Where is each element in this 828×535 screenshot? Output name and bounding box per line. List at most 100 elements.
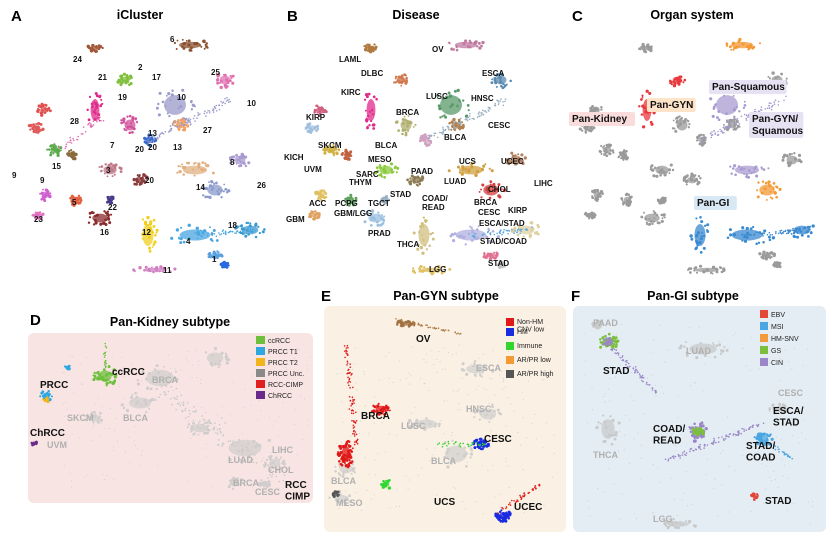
legend-swatch xyxy=(760,310,768,318)
disease-point-group xyxy=(363,92,378,130)
disease-point-group xyxy=(447,39,485,52)
disease-point-group xyxy=(363,209,386,227)
kidney-bg-points xyxy=(227,476,243,490)
legend-swatch xyxy=(760,346,768,354)
icluster-label: 10 xyxy=(247,99,256,108)
disease-label: CHOL xyxy=(488,185,511,194)
gyn-bg-label: BLCA xyxy=(331,476,356,486)
gyn-label: OV xyxy=(416,334,431,345)
icluster-label: 11 xyxy=(163,266,172,275)
disease-label: LIHC xyxy=(534,179,553,188)
legend-swatch xyxy=(256,358,265,366)
panel-title-d: Pan-Kidney subtype xyxy=(109,315,231,329)
legend-swatch xyxy=(506,356,514,364)
disease-label: ESCA xyxy=(482,69,504,78)
kidney-bg-label: CHOL xyxy=(268,465,294,475)
legend-label: Immune xyxy=(517,343,542,350)
kidney-prcc-points xyxy=(63,364,71,371)
organ-point-group xyxy=(649,163,675,178)
disease-label: THCA xyxy=(397,240,419,249)
icluster-label: 21 xyxy=(98,73,107,82)
legend-swatch xyxy=(256,391,265,399)
icluster-point-group xyxy=(120,114,139,135)
disease-label: LGG xyxy=(429,265,446,274)
legend-swatch xyxy=(506,318,514,326)
icluster-point-group xyxy=(98,162,123,178)
icluster-label: 9 xyxy=(12,171,17,180)
gi-label: STAD xyxy=(765,496,791,507)
icluster-label: 23 xyxy=(34,215,43,224)
gyn-ucec-points xyxy=(494,509,512,523)
gi-stad-trail xyxy=(607,342,657,394)
icluster-label: 10 xyxy=(177,93,186,102)
icluster-label: 22 xyxy=(108,203,117,212)
gyn-bg-label: ESCA xyxy=(476,363,502,373)
disease-point-group xyxy=(482,251,499,261)
disease-label: BRCA xyxy=(396,108,419,117)
panel-d: ccRCC PRCC T1 PRCC T2 PRCC Unc. RCC-CIMP ChRC… xyxy=(0,288,316,535)
disease-point-group xyxy=(478,180,507,200)
icluster-label: 17 xyxy=(152,73,161,82)
panel-a: 6 24 21 2 17 25 19 10 10 28 13 20 27 7 20 13 8 15 3 9 9 5 20 14… xyxy=(0,0,276,285)
kidney-bg-points xyxy=(257,479,272,489)
organ-point-group xyxy=(772,261,782,269)
icluster-label: 13 xyxy=(173,143,182,152)
icluster-point-group xyxy=(202,180,231,200)
disease-label: ACC xyxy=(309,199,327,208)
organ-point-group xyxy=(781,152,803,168)
organ-point-group xyxy=(617,149,629,161)
gi-bg-label: CESC xyxy=(778,388,804,398)
disease-label: STAD xyxy=(390,190,411,199)
disease-point-group xyxy=(313,104,328,118)
disease-point-group xyxy=(308,210,321,221)
icluster-label: 12 xyxy=(142,228,151,237)
kidney-bg-points xyxy=(85,410,103,425)
icluster-label: 24 xyxy=(73,55,82,64)
icluster-point-group xyxy=(36,102,52,117)
disease-label: UCS xyxy=(459,157,477,166)
gi-bg-points xyxy=(591,319,604,330)
disease-point-group xyxy=(380,195,391,205)
organ-point-group xyxy=(726,225,776,246)
legend-label: GS xyxy=(771,348,781,355)
kidney-bg-label: LUAD xyxy=(228,455,253,465)
kidney-ccrcc-points xyxy=(92,365,118,387)
panel-letter-e: E xyxy=(321,288,332,305)
gi-label: STAD/COAD xyxy=(746,441,775,464)
icluster-point-group xyxy=(132,173,149,186)
icluster-point-group xyxy=(86,92,104,122)
icluster-label: 9 xyxy=(40,176,45,185)
icluster-label: 8 xyxy=(230,158,235,167)
gi-esca-trail xyxy=(764,439,793,460)
gyn-ucec-trail xyxy=(497,483,541,514)
legend-label: HM-SNV xyxy=(771,336,799,343)
disease-trail xyxy=(424,98,507,145)
gyn-bg-label: MESO xyxy=(336,498,363,508)
kidney-bg-label: SKCM xyxy=(67,413,94,423)
legend-swatch xyxy=(256,369,265,377)
gi-label: COAD/READ xyxy=(653,424,685,447)
organ-point-group xyxy=(591,188,604,203)
icluster-point-group xyxy=(170,223,219,245)
panel-b: OV LAML DLBC ESCA KIRC LUSC HNSC KIRP BRCA CESC BL… xyxy=(276,0,553,285)
icluster-label: 5 xyxy=(72,198,77,207)
organ-label: Pan-GYN xyxy=(650,100,693,111)
icluster-label: 6 xyxy=(170,35,175,44)
panel-title-c: Organ system xyxy=(650,8,734,22)
icluster-label: 20 xyxy=(135,145,144,154)
icluster-point-group xyxy=(46,143,63,158)
icluster-label: 28 xyxy=(70,117,79,126)
icluster-label: 26 xyxy=(257,181,266,190)
icluster-label: 20 xyxy=(145,176,154,185)
panel-c: Pan-Kidney Pan-GYN Pan-Squamous Pan-GYN/Squ… xyxy=(552,0,828,285)
organ-point-group xyxy=(638,42,653,54)
disease-label: LAML xyxy=(339,55,361,64)
icluster-point-group xyxy=(86,43,104,54)
legend-swatch xyxy=(760,322,768,330)
legend-swatch xyxy=(506,328,514,336)
icluster-label: 7 xyxy=(110,141,115,150)
gyn-bg-label: HNSC xyxy=(466,404,492,414)
kidney-bg-trail xyxy=(158,384,286,483)
gyn-brca-trail xyxy=(343,344,359,446)
icluster-label: 1 xyxy=(212,255,217,264)
